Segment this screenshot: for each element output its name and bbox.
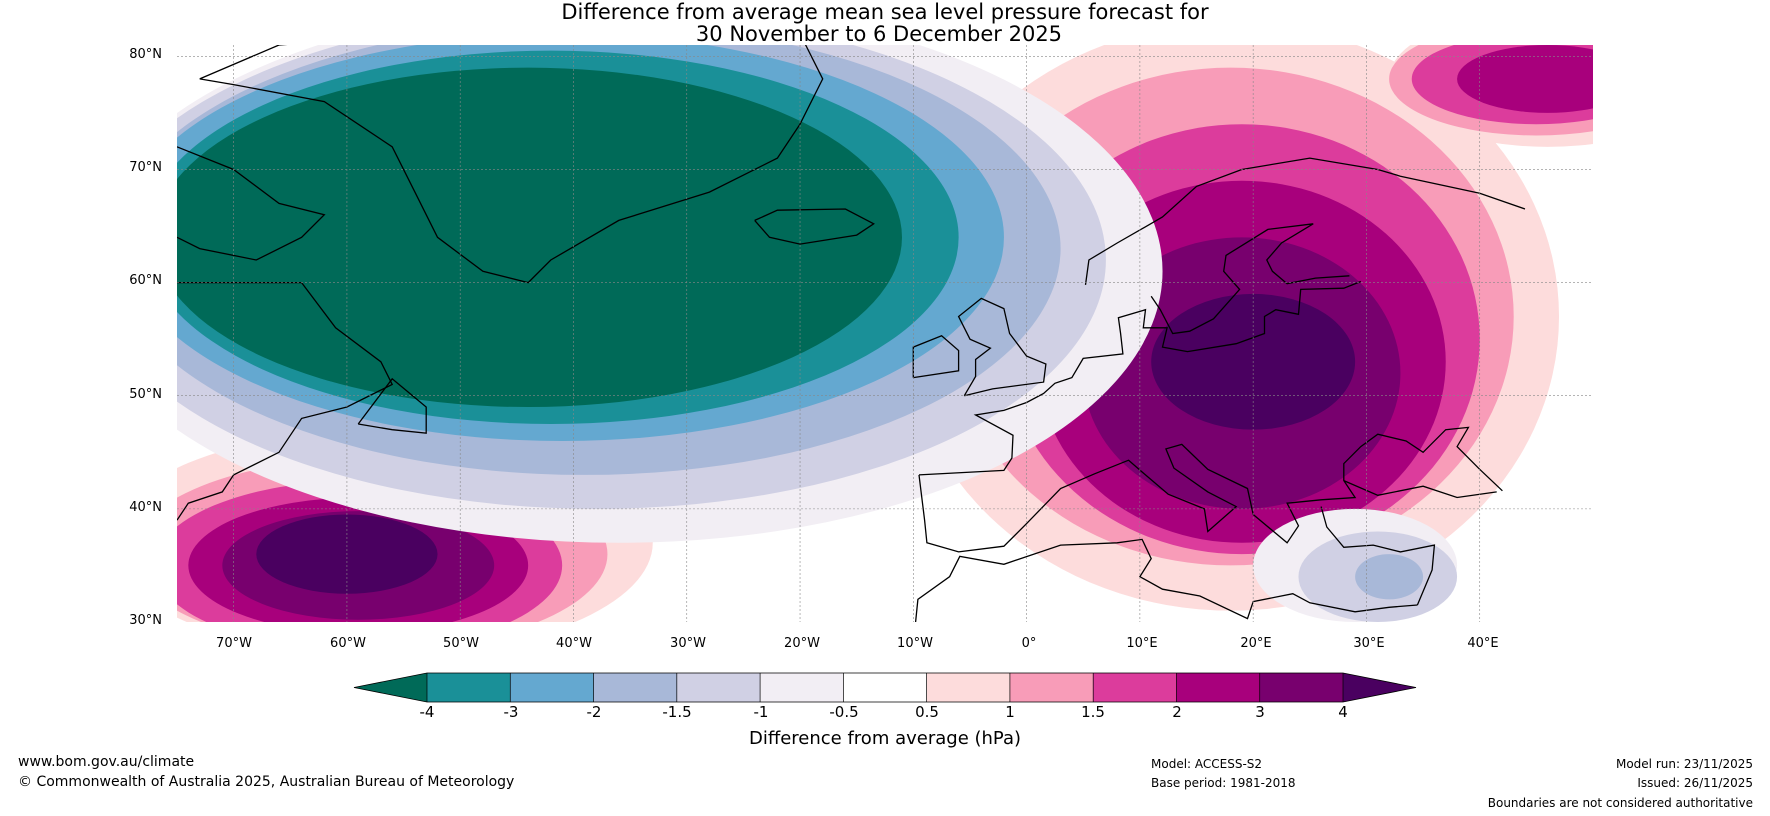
colorbar-tick: -3	[503, 703, 519, 721]
lon-label-0: 0°	[1021, 636, 1037, 651]
colorbar-tick: 4	[1338, 703, 1348, 721]
colorbar-segment	[593, 673, 678, 702]
colorbar-tick: -4	[419, 703, 435, 721]
colorbar-tick: -1.5	[662, 703, 692, 721]
colorbar-tick: -2	[586, 703, 602, 721]
colorbar	[353, 672, 1417, 703]
lon-label-10e: 10°E	[1126, 636, 1158, 651]
sweden-coast	[1150, 223, 1350, 335]
lat-label-80n: 80°N	[129, 47, 162, 62]
ireland-coast	[912, 335, 960, 379]
europe-coast	[918, 426, 1503, 553]
lon-label-20w: 20°W	[784, 636, 820, 651]
pressure-anomaly-contours	[177, 45, 1593, 622]
colorbar-segment	[676, 673, 761, 702]
colorbar-label: Difference from average (hPa)	[748, 728, 1022, 749]
contour-region	[1457, 45, 1593, 113]
colorbar-tick: 1	[1005, 703, 1015, 721]
iceland-coast	[754, 208, 875, 245]
biscay-coast	[918, 280, 1362, 476]
issued-info: Issued: 26/11/2025	[1637, 776, 1753, 790]
base-period-info: Base period: 1981-2018	[1151, 776, 1296, 790]
colorbar-tick: -1	[753, 703, 769, 721]
lat-label-60n: 60°N	[129, 273, 162, 288]
contour-region	[177, 67, 902, 407]
colorbar-tick: 1.5	[1081, 703, 1105, 721]
colorbar-segment	[926, 673, 1011, 702]
colorbar-extension-high	[1343, 673, 1416, 702]
boundaries-disclaimer: Boundaries are not considered authoritat…	[1487, 796, 1753, 810]
colorbar-segment	[1093, 673, 1177, 702]
lon-label-40w: 40°W	[556, 636, 592, 651]
lon-label-40e: 40°E	[1467, 636, 1499, 651]
map-title-line1: Difference from average mean sea level p…	[561, 0, 1209, 24]
colorbar-tick: 3	[1255, 703, 1265, 721]
contour-region	[1355, 554, 1424, 600]
lon-label-30w: 30°W	[670, 636, 706, 651]
colorbar-segment	[427, 673, 511, 702]
lon-label-30e: 30°E	[1353, 636, 1385, 651]
colorbar-segment	[1009, 673, 1094, 702]
colorbar-segment	[843, 673, 928, 702]
map-title-line2: 30 November to 6 December 2025	[695, 22, 1063, 46]
copyright-notice: © Commonwealth of Australia 2025, Austra…	[18, 774, 515, 790]
colorbar-segment	[760, 673, 844, 702]
model-info: Model: ACCESS-S2	[1151, 757, 1263, 771]
model-run-info: Model run: 23/11/2025	[1615, 757, 1753, 771]
lat-label-30n: 30°N	[129, 613, 162, 628]
website-link[interactable]: www.bom.gov.au/climate	[18, 754, 195, 770]
lat-label-50n: 50°N	[129, 387, 162, 402]
map-area	[177, 45, 1593, 622]
lon-label-70w: 70°W	[216, 636, 252, 651]
colorbar-segment	[1259, 673, 1344, 702]
colorbar-segment	[1176, 673, 1261, 702]
lon-label-20e: 20°E	[1240, 636, 1272, 651]
baffin-coast	[177, 146, 326, 261]
greenland-coast	[199, 45, 824, 284]
britain-coast	[957, 297, 1047, 397]
colorbar-tick: 2	[1172, 703, 1182, 721]
lon-label-10w: 10°W	[897, 636, 933, 651]
newfoundland-coast	[357, 377, 427, 434]
lat-label-40n: 40°N	[129, 500, 162, 515]
colorbar-segment	[510, 673, 595, 702]
colorbar-tick: 0.5	[915, 703, 939, 721]
graticule	[177, 45, 1593, 622]
lat-label-70n: 70°N	[129, 160, 162, 175]
lon-label-60w: 60°W	[330, 636, 366, 651]
lon-label-50w: 50°W	[443, 636, 479, 651]
turkey-coast	[1320, 506, 1436, 606]
colorbar-extension-low	[354, 673, 427, 702]
africa-coast	[914, 538, 1418, 622]
colorbar-tick: -0.5	[829, 703, 859, 721]
